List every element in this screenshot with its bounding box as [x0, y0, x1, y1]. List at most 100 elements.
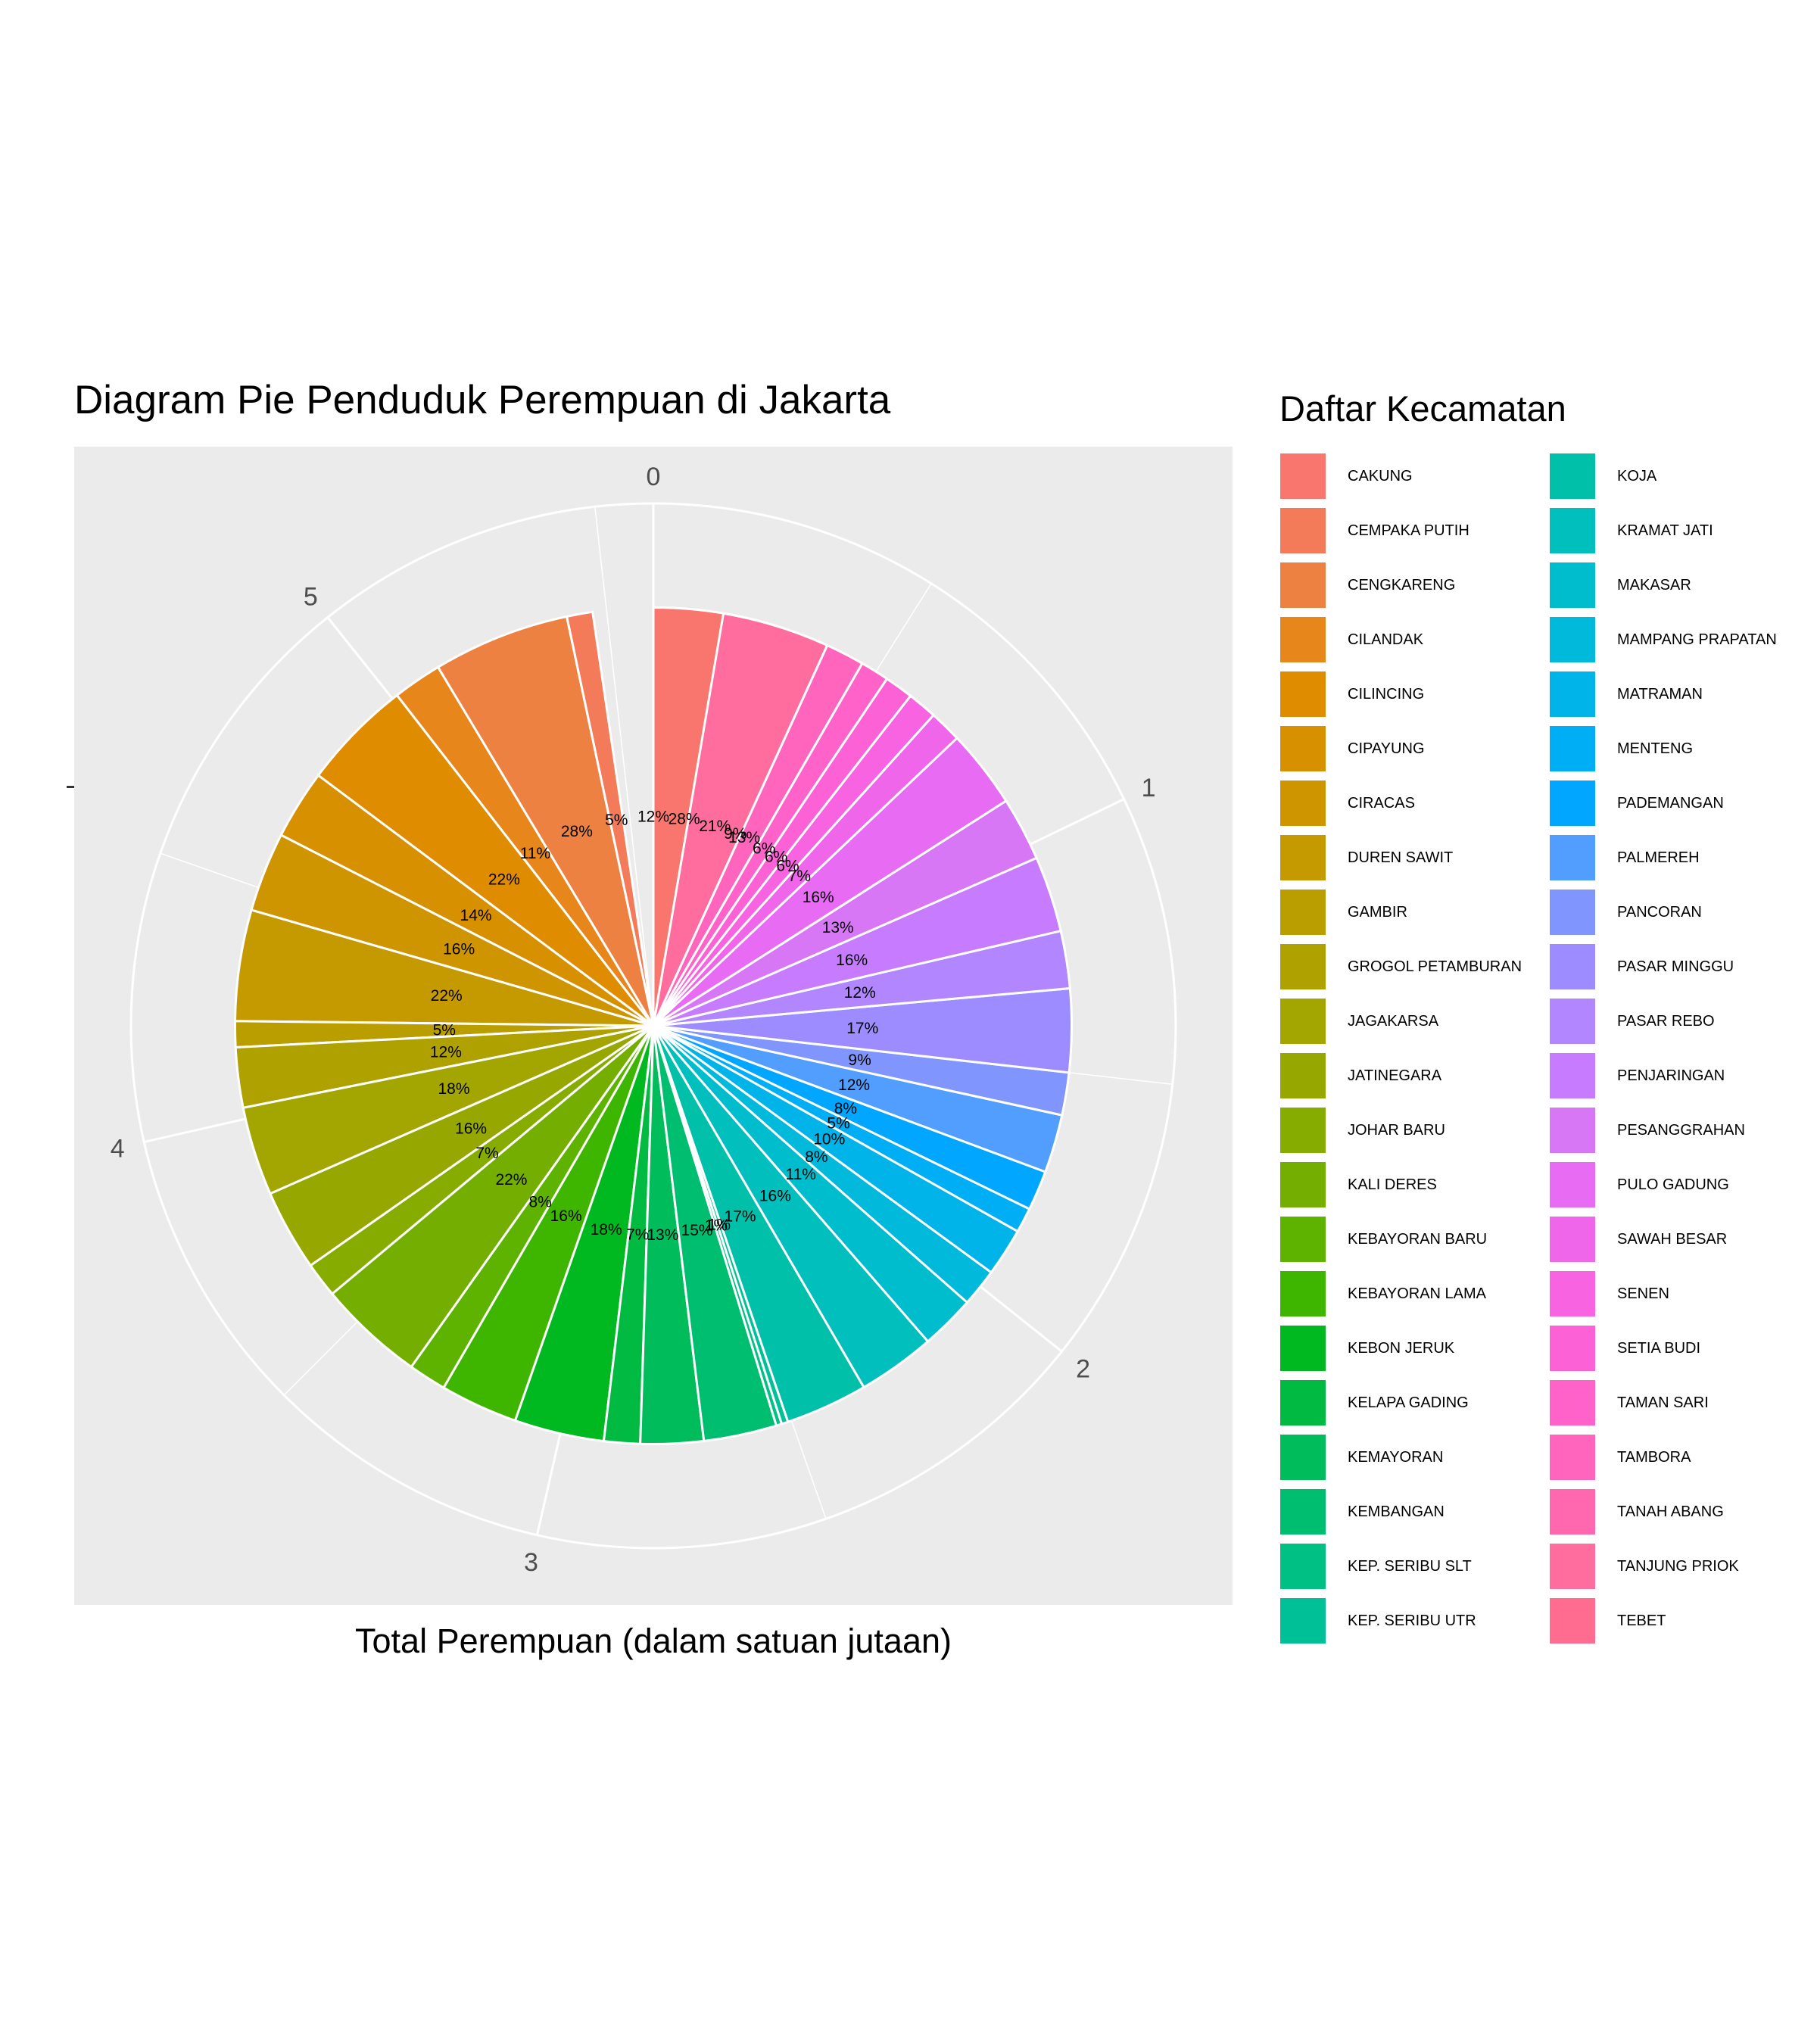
- legend-label: CAKUNG: [1348, 467, 1413, 485]
- legend-label: GROGOL PETAMBURAN: [1348, 958, 1522, 975]
- legend-swatch: [1549, 1488, 1596, 1535]
- legend-swatch: [1549, 616, 1596, 663]
- legend-swatch: [1549, 453, 1596, 500]
- legend-label: GAMBIR: [1348, 903, 1407, 921]
- legend-item: PULO GADUNG: [1549, 1161, 1729, 1209]
- theta-tick-label: 3: [524, 1548, 538, 1577]
- legend-item: CILINCING: [1279, 670, 1424, 718]
- legend-label: KEP. SERIBU SLT: [1348, 1557, 1472, 1575]
- legend-item: KELAPA GADING: [1279, 1379, 1469, 1427]
- legend-item: MAMPANG PRAPATAN: [1549, 615, 1777, 664]
- slice-label: 6%: [776, 857, 799, 874]
- slice-label: 15%: [681, 1222, 713, 1239]
- legend-label: TEBET: [1617, 1612, 1666, 1629]
- slice-label: 8%: [834, 1100, 857, 1117]
- legend-swatch: [1549, 507, 1596, 554]
- slice-label: 13%: [728, 829, 760, 846]
- legend-item: SAWAH BESAR: [1549, 1215, 1727, 1263]
- legend-label: TAMBORA: [1617, 1448, 1691, 1466]
- legend: Daftar Kecamatan CAKUNG CEMPAKA PUTIH CENG…: [1279, 388, 1809, 1663]
- legend-swatch: [1549, 725, 1596, 772]
- slice-label: 16%: [550, 1207, 582, 1225]
- legend-item: KEP. SERIBU SLT: [1279, 1542, 1472, 1591]
- legend-swatch: [1549, 671, 1596, 718]
- legend-item: CIPAYUNG: [1279, 724, 1425, 773]
- legend-swatch: [1549, 1434, 1596, 1481]
- legend-item: KOJA: [1549, 452, 1656, 500]
- legend-item: CEMPAKA PUTIH: [1279, 506, 1469, 555]
- legend-swatch: [1279, 1216, 1326, 1263]
- legend-swatch: [1549, 834, 1596, 881]
- grid-spoke: [594, 506, 654, 1027]
- legend-label: PANCORAN: [1617, 903, 1702, 921]
- legend-label: MAMPANG PRAPATAN: [1617, 631, 1777, 648]
- slice-labels: 28%5%28%11%22%14%16%22%5%12%18%16%7%22%8…: [430, 809, 878, 1244]
- slice-label: 17%: [846, 1020, 878, 1037]
- legend-label: SENEN: [1617, 1285, 1669, 1302]
- legend-label: CILINCING: [1348, 685, 1425, 703]
- legend-label: KEMAYORAN: [1348, 1448, 1444, 1466]
- legend-swatch: [1549, 1379, 1596, 1426]
- legend-item: PANCORAN: [1549, 888, 1702, 936]
- legend-label: MATRAMAN: [1617, 685, 1703, 703]
- legend-item: KALI DERES: [1279, 1161, 1437, 1209]
- legend-label: DUREN SAWIT: [1348, 849, 1454, 866]
- theta-tick-labels: 0 1 2 3 4 5: [111, 463, 1156, 1577]
- legend-swatch: [1279, 889, 1326, 936]
- legend-item: JOHAR BARU: [1279, 1106, 1445, 1154]
- legend-item: KEBAYORAN LAMA: [1279, 1270, 1486, 1318]
- slice-label: 1%: [708, 1216, 731, 1233]
- legend-item: TANJUNG PRIOK: [1549, 1542, 1739, 1591]
- legend-item: TAMAN SARI: [1549, 1379, 1709, 1427]
- legend-swatch: [1279, 725, 1326, 772]
- legend-item: JATINEGARA: [1279, 1052, 1441, 1100]
- legend-swatch: [1279, 1488, 1326, 1535]
- pie-slices: [233, 606, 1074, 1446]
- legend-label: MENTENG: [1617, 740, 1693, 757]
- pie-slice: [436, 615, 655, 1027]
- legend-item: GROGOL PETAMBURAN: [1279, 943, 1522, 991]
- legend-swatch: [1279, 1379, 1326, 1426]
- slice-label: 11%: [785, 1166, 815, 1183]
- legend-label: JOHAR BARU: [1348, 1121, 1445, 1139]
- legend-item: TEBET: [1549, 1597, 1666, 1645]
- legend-swatch: [1549, 1597, 1596, 1644]
- legend-swatch: [1279, 998, 1326, 1045]
- slice-label: 16%: [443, 940, 475, 958]
- legend-item: SETIA BUDI: [1549, 1324, 1700, 1373]
- legend-item: PADEMANGAN: [1549, 779, 1724, 827]
- slice-label: 22%: [431, 987, 463, 1005]
- slice-label: 9%: [848, 1052, 871, 1069]
- legend-swatch: [1549, 780, 1596, 827]
- legend-item: TAMBORA: [1549, 1433, 1691, 1482]
- legend-swatch: [1279, 616, 1326, 663]
- legend-item: KEBON JERUK: [1279, 1324, 1454, 1373]
- slice-label: 28%: [561, 823, 593, 840]
- legend-swatch: [1549, 562, 1596, 609]
- slice-label: 12%: [838, 1077, 870, 1094]
- legend-item: PASAR REBO: [1549, 997, 1715, 1045]
- legend-label: KEBAYORAN BARU: [1348, 1230, 1488, 1248]
- slice-label: 13%: [647, 1226, 678, 1244]
- legend-label: TANAH ABANG: [1617, 1503, 1724, 1520]
- legend-swatch: [1279, 671, 1326, 718]
- legend-item: TANAH ABANG: [1549, 1488, 1724, 1536]
- legend-label: CILANDAK: [1348, 631, 1424, 648]
- legend-item: PASAR MINGGU: [1549, 943, 1734, 991]
- legend-label: JAGAKARSA: [1348, 1012, 1439, 1030]
- slice-label: 13%: [822, 919, 854, 936]
- legend-item: PESANGGRAHAN: [1549, 1106, 1745, 1154]
- slice-label: 7%: [626, 1226, 649, 1243]
- legend-item: MENTENG: [1549, 724, 1693, 773]
- legend-item: KEMBANGAN: [1279, 1488, 1445, 1536]
- slice-label: 16%: [803, 889, 834, 906]
- pie-slice: [652, 612, 829, 1027]
- theta-tick-label: 2: [1076, 1355, 1090, 1384]
- legend-swatch: [1549, 998, 1596, 1045]
- legend-swatch: [1279, 780, 1326, 827]
- legend-label: CENGKARENG: [1348, 576, 1456, 594]
- legend-label: SAWAH BESAR: [1617, 1230, 1728, 1248]
- legend-label: PESANGGRAHAN: [1617, 1121, 1745, 1139]
- legend-item: SENEN: [1549, 1270, 1669, 1318]
- legend-swatch: [1549, 943, 1596, 990]
